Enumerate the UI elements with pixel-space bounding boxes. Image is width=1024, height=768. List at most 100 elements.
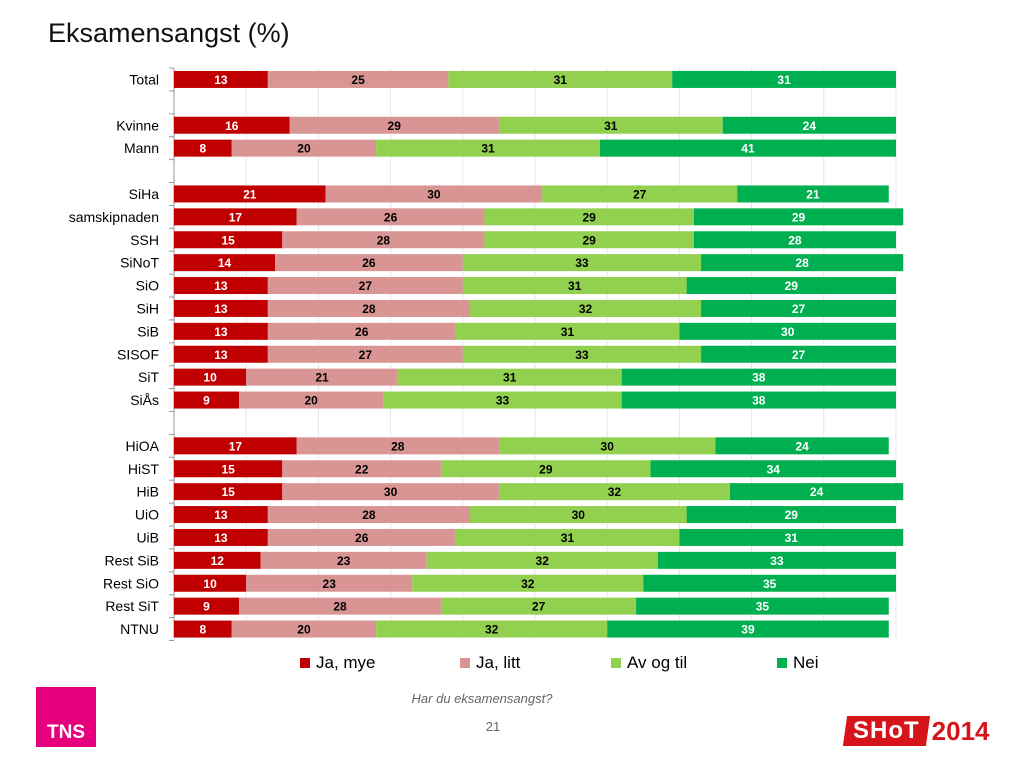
data-label-ja-litt-uio: 28 [362,508,376,522]
data-label-ja-litt-mann: 20 [297,142,311,156]
bar-av-og-til-ntnu [376,620,608,638]
data-label-ja-litt-ssh: 28 [377,233,391,247]
data-label-ja-mye-ntnu: 8 [200,623,207,637]
data-label-nei-sib: 30 [781,325,795,339]
category-label-samskipnaden: samskipnaden [69,209,159,225]
bar-av-og-til-samskipnaden [484,208,694,226]
data-label-ja-litt-hioa: 28 [391,439,405,453]
bar-ja-mye-hioa [174,437,297,455]
page-title: Eksamensangst (%) [48,18,290,48]
bar-av-og-til-rest-sib [426,551,658,569]
data-label-ja-mye-sih: 13 [214,302,228,316]
data-label-ja-litt-sio: 27 [359,279,373,293]
data-label-ja-litt-rest-sio: 23 [323,577,337,591]
data-label-av-og-til-kvinne: 31 [604,119,618,133]
bar-ja-mye-hib [174,483,283,501]
bar-ja-mye-total [174,70,268,88]
bar-ja-litt-kvinne [289,116,499,134]
bar-ja-mye-kvinne [174,116,290,134]
data-label-ja-mye-sisof: 13 [214,348,228,362]
bar-ja-litt-sib [267,322,456,340]
category-label-hib: HiB [136,484,159,500]
data-label-av-og-til-sisof: 33 [575,348,589,362]
bar-nei-mann [599,139,896,157]
category-label-sit: SiT [138,369,159,385]
data-label-nei-rest-sib: 33 [770,554,784,568]
data-label-av-og-til-siha: 27 [633,187,647,201]
bar-ja-mye-ntnu [174,620,232,638]
bar-nei-ntnu [607,620,889,638]
data-label-av-og-til-hib: 32 [608,485,622,499]
legend-swatch-ja-mye [300,658,310,668]
bar-ja-mye-hist [174,460,283,478]
bar-av-og-til-hist [441,460,651,478]
survey-question: Har du eksamensangst? [411,691,553,706]
bar-av-og-til-rest-sit [441,597,637,615]
data-label-av-og-til-samskipnaden: 29 [582,210,596,224]
data-label-ja-mye-uio: 13 [214,508,228,522]
category-label-mann: Mann [124,140,159,156]
data-label-ja-mye-rest-sib: 12 [211,554,225,568]
legend-item-ja-litt: Ja, litt [460,653,520,673]
bar-av-og-til-sih [470,299,702,317]
stacked-bar-chart: Total 13 25 31 31 Kvinne 16 29 31 24 Mann 8 20 31 41 Si… [69,67,904,641]
data-label-ja-mye-si-s: 9 [203,394,210,408]
bar-av-og-til-sio [462,277,687,295]
data-label-ja-mye-siha: 21 [243,187,257,201]
bar-ja-mye-rest-sit [174,597,239,615]
shot-logo-text: SHoT [853,717,920,744]
bar-ja-mye-sih [174,299,268,317]
data-label-ja-mye-hioa: 17 [229,439,243,453]
data-label-av-og-til-rest-sit: 27 [532,600,546,614]
category-label-siha: SiHa [129,186,160,202]
data-label-nei-ssh: 28 [788,233,802,247]
bar-ja-litt-sinot [275,254,463,272]
category-label-si-s: SiÅs [130,392,159,408]
bar-av-og-til-sinot [462,254,702,272]
data-label-ja-mye-samskipnaden: 17 [229,210,243,224]
bar-ja-litt-ntnu [231,620,377,638]
data-label-ja-litt-sib: 26 [355,325,369,339]
data-label-ja-litt-total: 25 [351,73,365,87]
bar-av-og-til-sit [397,368,622,386]
bar-nei-ssh [693,231,896,249]
data-label-av-og-til-si-s: 33 [496,394,510,408]
data-label-ja-mye-total: 13 [214,73,228,87]
bar-av-og-til-sisof [462,345,702,363]
data-label-ja-litt-rest-sib: 23 [337,554,351,568]
bar-ja-litt-uio [267,506,471,524]
bar-av-og-til-rest-sio [412,574,644,592]
data-label-ja-litt-siha: 30 [427,187,441,201]
legend-item-nei: Nei [777,653,819,673]
bar-nei-rest-sib [657,551,896,569]
bar-ja-litt-sih [267,299,471,317]
data-label-ja-mye-kvinne: 16 [225,119,239,133]
bar-ja-mye-ssh [174,231,283,249]
data-label-nei-sinot: 28 [795,256,809,270]
bar-nei-si-s [621,391,896,409]
data-label-nei-hioa: 24 [795,439,809,453]
bar-ja-litt-sisof [267,345,463,363]
bar-av-og-til-hib [498,483,730,501]
data-label-ja-litt-rest-sit: 28 [333,600,347,614]
bar-ja-mye-mann [174,139,232,157]
shot-logo-year: 2014 [931,715,990,746]
shot-2014-logo: SHoT 2014 [842,715,990,746]
data-label-ja-litt-ntnu: 20 [297,623,311,637]
data-label-ja-mye-sio: 13 [214,279,228,293]
bar-ja-mye-samskipnaden [174,208,297,226]
data-label-ja-litt-samskipnaden: 26 [384,210,398,224]
data-label-av-og-til-hioa: 30 [601,439,615,453]
legend-swatch-nei [777,658,787,668]
category-label-ntnu: NTNU [120,621,159,637]
bar-nei-hioa [715,437,889,455]
bar-av-og-til-total [448,70,673,88]
category-label-hist: HiST [128,461,160,477]
bar-ja-litt-uib [267,528,456,546]
data-label-nei-sit: 38 [752,371,766,385]
data-label-av-og-til-sinot: 33 [575,256,589,270]
bar-ja-litt-total [267,70,449,88]
data-label-nei-samskipnaden: 29 [792,210,806,224]
bar-ja-litt-rest-sit [238,597,442,615]
data-label-ja-litt-sit: 21 [315,371,329,385]
